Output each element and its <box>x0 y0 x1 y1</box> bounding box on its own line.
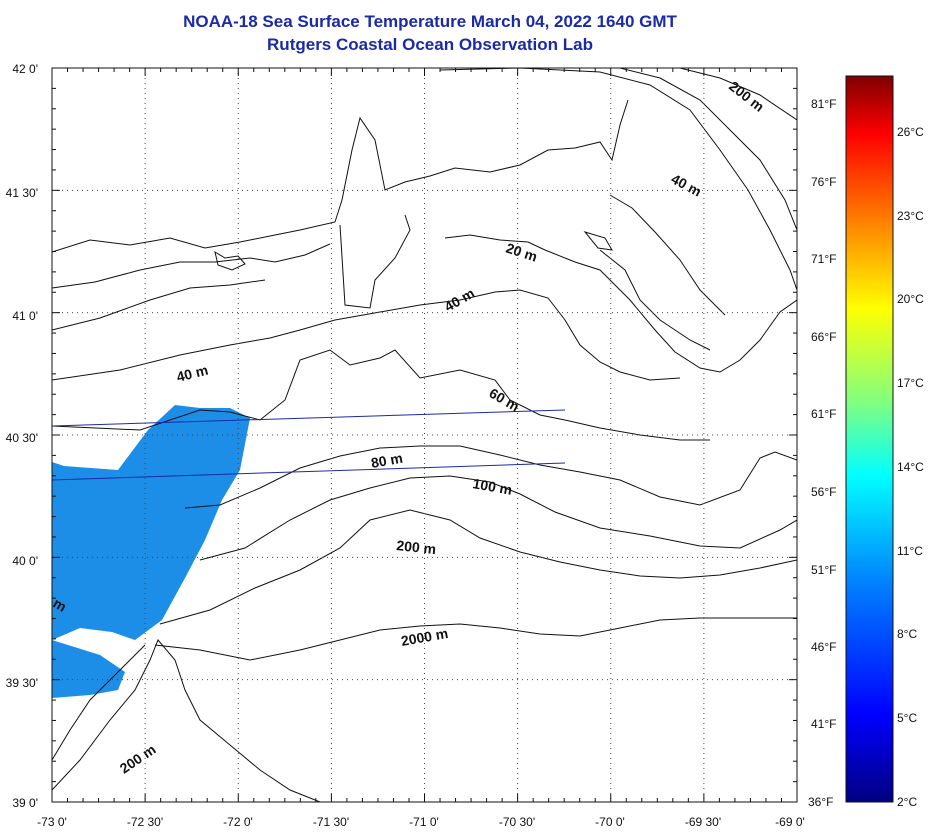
f-label-81: 81°F <box>811 97 836 111</box>
f-label-71: 71°F <box>811 252 836 266</box>
map-title: NOAA-18 Sea Surface Temperature March 04… <box>183 12 677 31</box>
lon-label-72-0: -72 0' <box>223 815 253 829</box>
c-label-20: 20°C <box>897 292 924 306</box>
c-label-23: 23°C <box>897 209 924 223</box>
f-label-41: 41°F <box>811 717 836 731</box>
c-label-17: 17°C <box>897 376 924 390</box>
f-label-51: 51°F <box>811 563 836 577</box>
lon-label-69-30: -69 30' <box>685 815 721 829</box>
lat-label-40-30: 40 30' <box>6 431 38 445</box>
f-label-76: 76°F <box>811 175 836 189</box>
sst-data-patch <box>52 405 250 640</box>
c-label-5: 5°C <box>897 711 917 725</box>
coastline <box>52 99 797 373</box>
depth-label-40m-mid: 40 m <box>442 285 478 315</box>
sst-data-patch-south <box>52 640 125 698</box>
lon-label-72-30: -72 30' <box>127 815 163 829</box>
lat-label-41-0: 41 0' <box>12 309 38 323</box>
lon-label-69-0: -69 0' <box>775 815 805 829</box>
depth-label-40m-ne: 40 m <box>669 171 705 200</box>
depth-label-60m: 60 m <box>487 385 523 415</box>
lat-label-39-0: 39 0' <box>12 796 38 810</box>
c-label-8: 8°C <box>897 627 917 641</box>
depth-label-100m: 100 m <box>471 475 513 498</box>
scan-line-north <box>52 409 566 427</box>
depth-label-200m-ne: 200 m <box>726 78 767 115</box>
bathymetry-contours <box>52 68 797 802</box>
lon-label-73-0: -73 0' <box>37 815 67 829</box>
f-label-56: 56°F <box>811 485 836 499</box>
lon-label-70-30: -70 30' <box>499 815 535 829</box>
map-subtitle: Rutgers Coastal Ocean Observation Lab <box>267 35 593 54</box>
c-label-2: 2°C <box>897 795 917 809</box>
lat-label-40-0: 40 0' <box>12 554 38 568</box>
f-label-36: 36°F <box>808 795 833 809</box>
lon-label-71-0: -71 0' <box>409 815 439 829</box>
scan-line-south <box>52 462 566 481</box>
lat-label-41-30: 41 30' <box>6 186 38 200</box>
lon-label-71-30: -71 30' <box>313 815 349 829</box>
f-label-46: 46°F <box>811 640 836 654</box>
f-label-66: 66°F <box>811 330 836 344</box>
depth-label-20m: 20 m <box>504 240 539 265</box>
c-label-14: 14°C <box>897 460 924 474</box>
depth-label-80m: 80 m <box>370 450 404 471</box>
c-label-11: 11°C <box>897 544 923 558</box>
color-scale-bar <box>845 75 894 803</box>
lat-label-39-30: 39 30' <box>6 676 38 690</box>
lat-label-42-0: 42 0' <box>12 62 38 76</box>
c-label-26: 26°C <box>897 125 924 139</box>
depth-label-200m-mid: 200 m <box>396 537 437 557</box>
depth-label-40m-west: 40 m <box>175 362 210 385</box>
lon-label-70-0: -70 0' <box>595 815 625 829</box>
map-frame <box>51 67 798 803</box>
depth-label-200m-sw: 200 m <box>117 741 159 776</box>
graticule <box>52 68 797 802</box>
f-label-61: 61°F <box>811 407 836 421</box>
